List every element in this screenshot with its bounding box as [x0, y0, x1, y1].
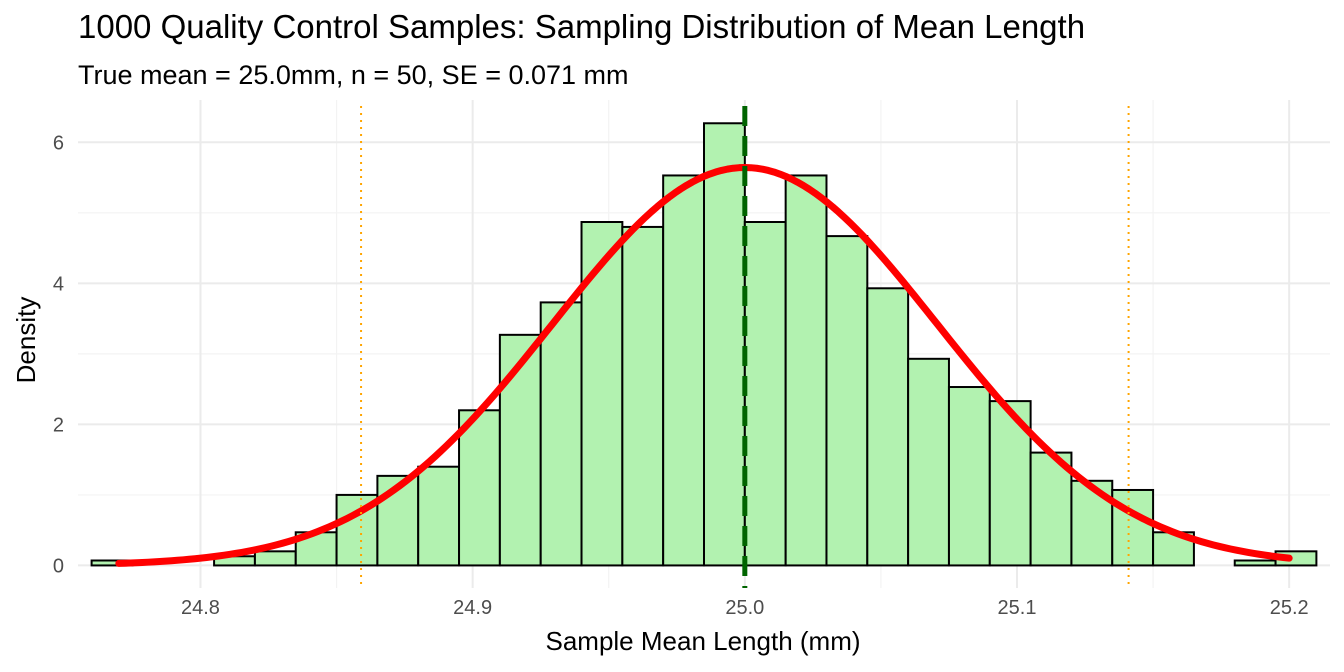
histogram-bar	[907, 357, 950, 567]
histogram-bar	[335, 493, 379, 567]
histogram-bar	[825, 235, 869, 567]
x-tick-label: 25.2	[1270, 597, 1309, 619]
histogram-bar	[743, 221, 787, 567]
y-axis-ticks: 0 2 4 6	[53, 132, 64, 577]
y-axis-title: Density	[11, 297, 41, 384]
histogram-bar	[1233, 559, 1277, 567]
histogram-bar	[253, 550, 297, 567]
x-tick-label: 24.8	[181, 597, 220, 619]
histogram-bar	[866, 287, 910, 567]
histogram-bar	[784, 174, 828, 567]
y-tick-label: 2	[53, 414, 64, 436]
normal-curve-layer	[115, 164, 1293, 567]
x-tick-label: 25.0	[725, 597, 764, 619]
x-tick-label: 25.1	[998, 597, 1037, 619]
histogram-bar	[417, 465, 461, 567]
x-tick-label: 24.9	[453, 597, 492, 619]
x-axis-title: Sample Mean Length (mm)	[545, 626, 860, 656]
histogram-bars	[90, 122, 1318, 567]
histogram-bar	[458, 409, 501, 567]
histogram-bar	[621, 225, 665, 567]
y-tick-label: 0	[53, 555, 64, 577]
chart-subtitle: True mean = 25.0mm, n = 50, SE = 0.071 m…	[78, 60, 629, 90]
histogram-bar	[498, 333, 542, 567]
histogram-bar	[580, 221, 624, 567]
histogram-bar	[1111, 488, 1155, 567]
histogram-bar	[947, 386, 991, 567]
reference-lines	[360, 106, 1130, 588]
histogram-bar	[662, 174, 705, 567]
y-tick-label: 4	[53, 273, 64, 295]
histogram-bar	[539, 301, 583, 567]
histogram-bar	[703, 122, 746, 567]
chart-title: 1000 Quality Control Samples: Sampling D…	[78, 8, 1086, 45]
normal-curve	[115, 164, 1293, 567]
y-tick-label: 6	[53, 132, 64, 154]
x-axis-ticks: 24.8 24.9 25.0 25.1 25.2	[181, 597, 1309, 619]
